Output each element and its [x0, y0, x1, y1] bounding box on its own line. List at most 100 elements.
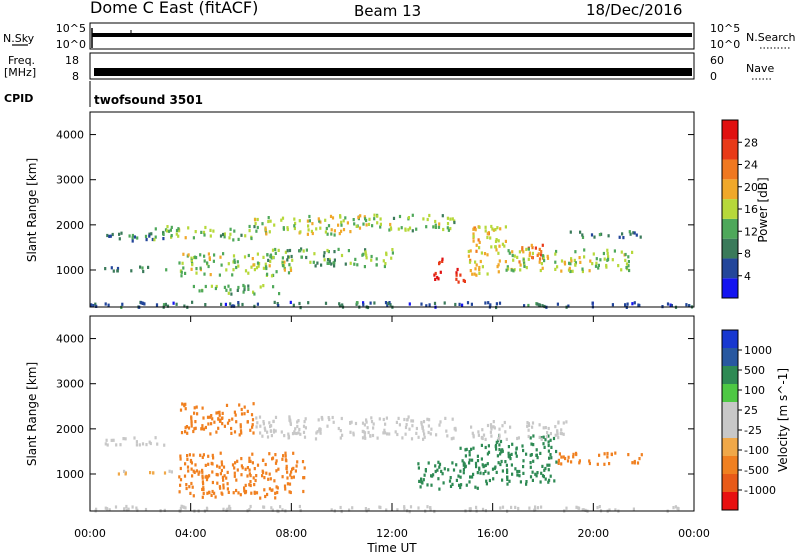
scatter-cell: [366, 426, 369, 430]
scatter-cell: [229, 232, 232, 236]
scatter-cell: [243, 412, 246, 416]
scatter-cell: [365, 256, 368, 260]
scatter-cell: [316, 261, 319, 265]
scatter-cell: [323, 251, 326, 255]
scatter-cell: [489, 430, 492, 434]
scatter-cell: [148, 232, 151, 236]
scatter-cell: [295, 431, 298, 436]
scatter-cell: [264, 494, 267, 499]
scatter-cell: [570, 259, 573, 263]
scatter-cell: [384, 301, 388, 305]
scatter-cell: [434, 271, 437, 276]
scatter-cell: [218, 465, 221, 469]
scatter-cell: [104, 442, 107, 446]
scatter-cell: [255, 425, 258, 429]
scatter-cell: [362, 222, 365, 226]
scatter-cell: [463, 279, 466, 283]
scatter-cell: [255, 229, 258, 233]
scatter-cell: [240, 233, 243, 237]
scatter-cell: [303, 476, 306, 480]
scatter-cell: [324, 301, 328, 305]
scatter-cell: [133, 436, 136, 440]
scatter-cell: [518, 250, 521, 254]
scatter-cell: [549, 474, 552, 478]
scatter-cell: [274, 415, 278, 419]
scatter-cell: [355, 301, 359, 305]
scatter-cell: [303, 435, 307, 439]
scatter-cell: [529, 453, 532, 457]
scatter-cell: [574, 250, 577, 254]
colorbar-tick-label: 16: [744, 203, 758, 216]
scatter-cell: [441, 472, 444, 476]
scatter-cell: [513, 254, 516, 258]
scatter-cell: [179, 506, 182, 511]
scatter-cell: [521, 444, 524, 448]
scatter-cell: [569, 230, 572, 234]
scatter-cell: [635, 233, 638, 237]
nsky-ytick-top: 10^5: [56, 22, 86, 35]
scatter-cell: [187, 226, 190, 230]
scatter-cell: [262, 422, 265, 426]
scatter-cell: [434, 225, 438, 229]
scatter-cell: [554, 425, 557, 429]
scatter-cell: [287, 432, 290, 436]
scatter-cell: [531, 251, 534, 255]
scatter-cell: [514, 451, 517, 455]
scatter-cell: [407, 415, 410, 419]
scatter-cell: [130, 269, 133, 273]
ytick-label: 2000: [56, 423, 84, 436]
nave-ytick-top: 60: [710, 54, 724, 67]
scatter-cell: [248, 483, 251, 487]
scatter-cell: [560, 462, 563, 466]
scatter-cell: [247, 253, 250, 258]
scatter-cell: [180, 274, 183, 278]
scatter-cell: [340, 229, 343, 233]
scatter-cell: [521, 246, 524, 250]
scatter-cell: [468, 461, 471, 465]
scatter-cell: [411, 213, 414, 217]
scatter-cell: [154, 436, 157, 440]
scatter-cell: [222, 478, 225, 482]
scatter-cell: [573, 258, 576, 262]
scatter-cell: [477, 430, 480, 434]
scatter-cell: [294, 469, 297, 473]
scatter-cell: [274, 453, 277, 457]
scatter-cell: [455, 271, 458, 275]
time-xlabel: Time UT: [366, 541, 417, 554]
scatter-cell: [473, 272, 476, 276]
scatter-cell: [90, 303, 93, 307]
scatter-cell: [507, 249, 510, 253]
scatter-cell: [259, 496, 262, 500]
scatter-cell: [532, 443, 535, 447]
scatter-cell: [331, 216, 335, 220]
scatter-cell: [184, 462, 187, 466]
scatter-cell: [565, 506, 568, 510]
power-plot-area: [90, 112, 694, 307]
scatter-cell: [213, 491, 216, 495]
scatter-cell: [156, 442, 159, 446]
scatter-cell: [163, 443, 166, 447]
scatter-cell: [474, 267, 477, 271]
scatter-cell: [205, 506, 209, 510]
scatter-cell: [554, 260, 557, 264]
scatter-cell: [246, 474, 249, 478]
scatter-cell: [557, 461, 560, 465]
scatter-cell: [291, 258, 294, 262]
scatter-cell: [243, 489, 246, 493]
scatter-cell: [324, 230, 327, 234]
scatter-cell: [504, 239, 507, 243]
scatter-cell: [185, 486, 188, 491]
scatter-cell: [164, 302, 167, 306]
colorbar-swatch: [722, 199, 738, 219]
scatter-cell: [363, 423, 366, 427]
colorbar-swatch: [722, 139, 738, 160]
scatter-cell: [327, 250, 330, 254]
scatter-cell: [621, 232, 624, 236]
scatter-cell: [291, 467, 294, 471]
scatter-cell: [525, 482, 528, 486]
nsky-trace: [91, 28, 692, 48]
scatter-cell: [534, 505, 537, 509]
scatter-cell: [340, 223, 343, 227]
scatter-cell: [457, 280, 460, 284]
scatter-cell: [233, 474, 236, 478]
